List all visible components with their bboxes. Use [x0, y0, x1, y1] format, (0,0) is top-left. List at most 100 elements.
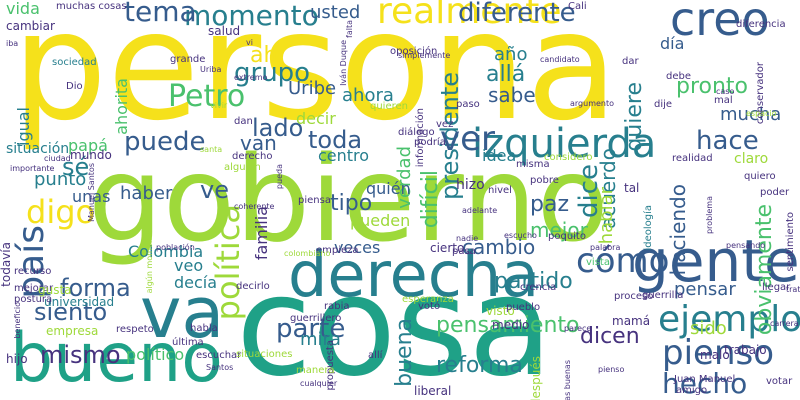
cloud-word: forma: [60, 274, 131, 302]
cloud-word: visto: [486, 304, 515, 318]
cloud-word: podría: [414, 137, 446, 148]
cloud-word: esperanza: [402, 294, 454, 305]
cloud-word: quieren: [370, 101, 408, 112]
cloud-word: hijo: [6, 352, 28, 366]
cloud-word: tipo: [330, 191, 373, 216]
cloud-word: escuchar: [196, 350, 242, 361]
cloud-word: año: [494, 44, 528, 65]
cloud-word: Iván Duque: [339, 40, 348, 86]
cloud-word: pueblo: [506, 302, 541, 313]
cloud-word: población: [156, 243, 195, 252]
cloud-word: izquierda: [472, 121, 657, 167]
cloud-word: mira: [300, 329, 341, 350]
cloud-word: proceso: [614, 291, 654, 302]
cloud-word: votó: [418, 301, 441, 312]
cloud-word: palabra: [590, 243, 621, 252]
cloud-word: hablar: [596, 187, 617, 245]
cloud-word: liberal: [414, 384, 452, 398]
cloud-word: Dio: [66, 81, 83, 92]
cloud-word: universidad: [44, 295, 115, 309]
cloud-word: haber: [120, 183, 173, 204]
cloud-word: Santos: [206, 363, 234, 372]
cloud-word: votar: [766, 376, 793, 387]
cloud-word: guerrilla: [642, 290, 684, 301]
cloud-word: sabe: [488, 83, 536, 107]
cloud-word: situación: [6, 141, 70, 157]
cloud-word: pensando: [726, 241, 766, 250]
cloud-word: vi: [246, 38, 253, 47]
cloud-word: importante: [10, 164, 55, 173]
cloud-word: recurso: [14, 266, 52, 277]
cloud-word: escucho: [504, 231, 537, 240]
cloud-word: nivel: [488, 185, 512, 196]
cloud-word: malo: [700, 348, 730, 362]
cloud-word: respeto: [116, 324, 154, 335]
cloud-word: gusta: [38, 283, 72, 297]
cloud-word: ejemplo: [658, 299, 800, 340]
cloud-word: sentimiento: [785, 212, 796, 272]
cloud-word: muchas cosas: [56, 1, 127, 12]
cloud-word: derecho: [232, 151, 273, 162]
cloud-word: cosas buenas: [563, 360, 572, 400]
cloud-word: paz: [530, 192, 569, 217]
cloud-word: político: [126, 345, 185, 364]
cloud-word: pueda: [275, 164, 284, 190]
cloud-word: puede: [124, 127, 206, 157]
cloud-word: diferente: [458, 0, 576, 28]
cloud-word: debe: [666, 71, 691, 82]
cloud-word: empieza: [316, 245, 359, 256]
cloud-word: vez: [436, 119, 454, 130]
cloud-word: santa: [200, 145, 223, 154]
cloud-word: siento: [34, 298, 108, 326]
cloud-word: sociedad: [52, 57, 97, 68]
cloud-word: vista: [586, 257, 610, 268]
cloud-word: obviamente: [752, 204, 777, 336]
cloud-word: día: [660, 34, 685, 53]
cloud-word: cierto: [430, 241, 465, 255]
cloud-word: pienso: [598, 365, 625, 374]
cloud-word: falta: [345, 20, 354, 38]
cloud-word: verdad: [394, 146, 415, 209]
cloud-word: manera: [296, 365, 335, 376]
cloud-word: extremo: [234, 73, 268, 82]
cloud-word: espacio: [746, 109, 777, 118]
cloud-word: pronto: [676, 74, 749, 99]
cloud-word: información: [415, 108, 426, 168]
cloud-word: después: [529, 356, 543, 400]
cloud-word: igual: [14, 107, 33, 146]
cloud-word: argumento: [570, 99, 615, 108]
cloud-word: Uribe: [288, 78, 337, 99]
cloud-word: realmente: [377, 0, 562, 32]
cloud-word: va: [140, 272, 225, 354]
cloud-word: lado: [252, 114, 304, 142]
cloud-word: pobre: [530, 175, 559, 186]
cloud-word: parte: [276, 314, 346, 344]
cloud-word: pienso: [662, 333, 775, 373]
cloud-word: cosa: [236, 246, 553, 400]
cloud-word: colombiano: [284, 249, 331, 258]
cloud-word: idea: [482, 146, 517, 165]
cloud-word: habla: [190, 323, 218, 334]
cloud-word: quiere: [622, 82, 647, 152]
cloud-word: problema: [705, 196, 714, 235]
cloud-word: poquito: [548, 231, 586, 242]
cloud-word: reforma: [436, 353, 523, 378]
cloud-word: rabia: [324, 301, 350, 312]
cloud-word: usted: [310, 2, 361, 23]
cloud-word: quiero: [744, 171, 776, 182]
cloud-word: mal: [714, 95, 733, 106]
cloud-word: oposición: [390, 46, 438, 57]
cloud-word: considero: [544, 152, 593, 163]
cloud-word: piensa: [298, 195, 331, 206]
cloud-word: ver: [440, 119, 496, 159]
cloud-word: partido: [494, 269, 573, 294]
cloud-word: veo: [174, 256, 204, 275]
cloud-word: ahora: [342, 85, 394, 106]
cloud-word: unas: [72, 187, 111, 206]
cloud-word: creo: [670, 0, 770, 46]
cloud-word: nadie: [456, 234, 479, 243]
cloud-word: mejorar: [14, 283, 54, 294]
cloud-word: simplemente: [398, 51, 451, 60]
cloud-word: decía: [174, 273, 218, 292]
